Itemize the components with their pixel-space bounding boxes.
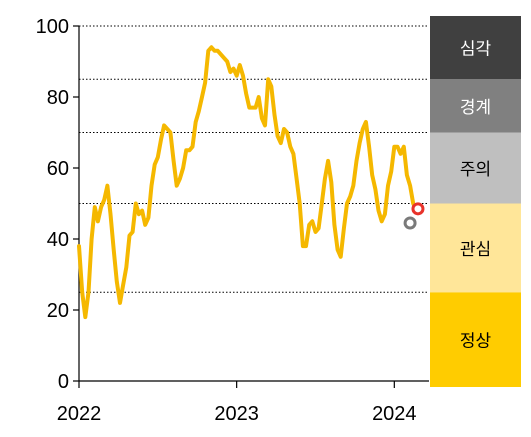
axes <box>78 26 429 382</box>
y-tick-label-0: 0 <box>58 371 69 393</box>
gridlines <box>79 25 429 293</box>
series-line-0 <box>77 45 419 320</box>
marker-point-1 <box>403 216 417 230</box>
band-label-정상: 정상 <box>460 332 492 352</box>
markers-group <box>403 202 425 230</box>
y-tick-label-40: 40 <box>47 229 69 251</box>
y-tick-label-20: 20 <box>47 300 69 322</box>
y-axis-ticks: 0 20 40 60 80 100 <box>36 16 79 393</box>
y-tick-label-60: 60 <box>47 158 69 180</box>
band-label-경계: 경계 <box>460 98 491 118</box>
marker-point-0 <box>411 202 425 216</box>
series-group <box>77 45 419 320</box>
y-tick-label-100: 100 <box>36 16 69 38</box>
band-경계 <box>430 79 521 133</box>
y-tick-label-80: 80 <box>47 87 69 109</box>
x-tick-label-2022: 2022 <box>57 403 102 425</box>
risk-bands: 정상 관심 주의 경계 심각 <box>430 16 521 387</box>
band-관심 <box>430 203 521 293</box>
band-주의 <box>430 132 521 204</box>
band-심각 <box>430 16 521 80</box>
x-tick-label-2023: 2023 <box>214 403 259 425</box>
band-label-주의: 주의 <box>460 160 491 180</box>
band-정상 <box>430 292 521 387</box>
band-label-관심: 관심 <box>460 240 491 260</box>
x-tick-label-2024: 2024 <box>372 403 417 425</box>
x-axis-ticks: 2022 2023 2024 <box>57 381 417 425</box>
band-label-심각: 심각 <box>460 40 492 60</box>
